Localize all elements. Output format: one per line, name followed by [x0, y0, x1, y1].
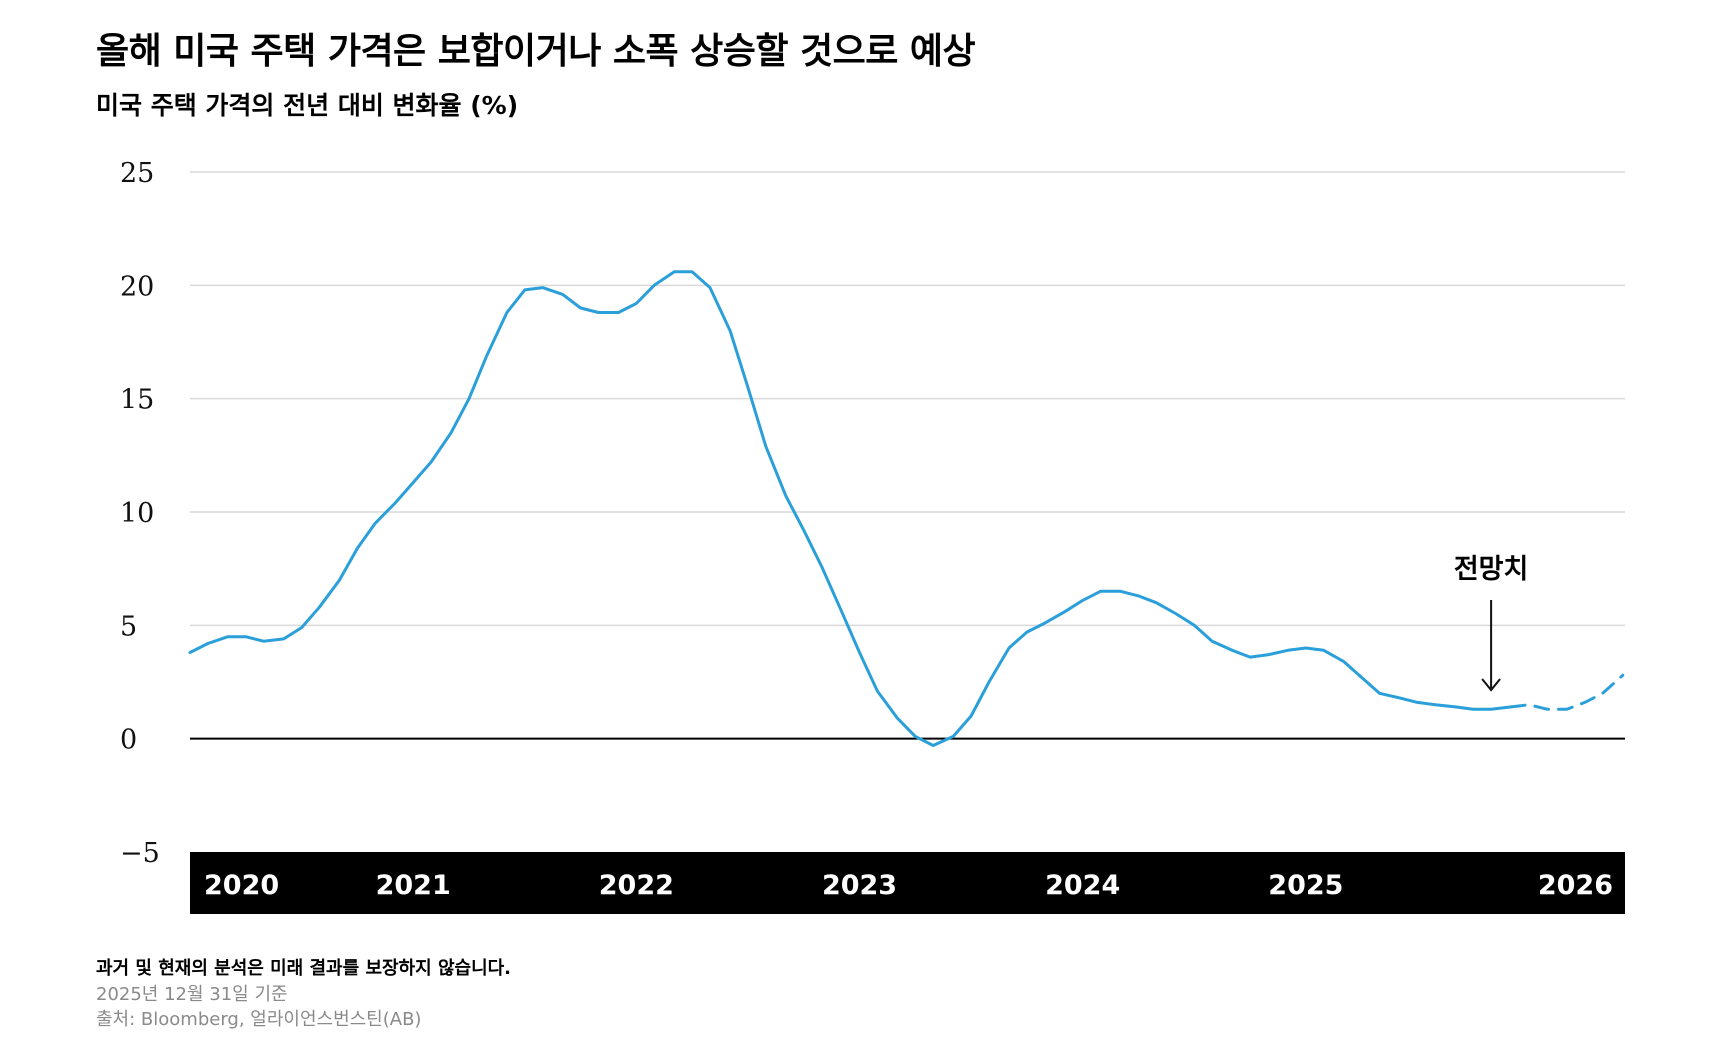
x-tick-label: 2024 [1045, 870, 1120, 901]
x-tick-label: 2022 [599, 870, 674, 901]
y-tick-label: 0 [120, 725, 137, 756]
y-tick-label: 25 [120, 158, 154, 189]
forecast-series-line [1509, 673, 1625, 711]
x-tick-label: 2023 [822, 870, 897, 901]
chart-subtitle: 미국 주택 가격의 전년 대비 변화율 (%) [96, 91, 519, 120]
y-tick-label: 10 [120, 498, 154, 529]
disclaimer-note: 과거 및 현재의 분석은 미래 결과를 보장하지 않습니다. [96, 958, 512, 979]
y-tick-label: −5 [120, 838, 160, 869]
chart-title: 올해 미국 주택 가격은 보합이거나 소폭 상승할 것으로 예상 [96, 31, 976, 72]
x-axis-band [190, 852, 1625, 914]
x-tick-label: 2025 [1268, 870, 1343, 901]
x-tick-label: 2020 [204, 870, 279, 901]
x-tick-label: 2021 [376, 870, 451, 901]
annotation-arrow-head [1481, 678, 1501, 692]
y-tick-label: 15 [120, 385, 154, 416]
source-note: 출처: Bloomberg, 얼라이언스번스틴(AB) [96, 1009, 422, 1030]
actual-series-line [188, 270, 1513, 747]
x-tick-label: 2026 [1538, 870, 1613, 901]
y-tick-label: 20 [120, 271, 154, 302]
y-tick-label: 5 [120, 611, 137, 642]
as-of-date: 2025년 12월 31일 기준 [96, 984, 288, 1005]
forecast-annotation-label: 전망치 [1454, 554, 1529, 585]
